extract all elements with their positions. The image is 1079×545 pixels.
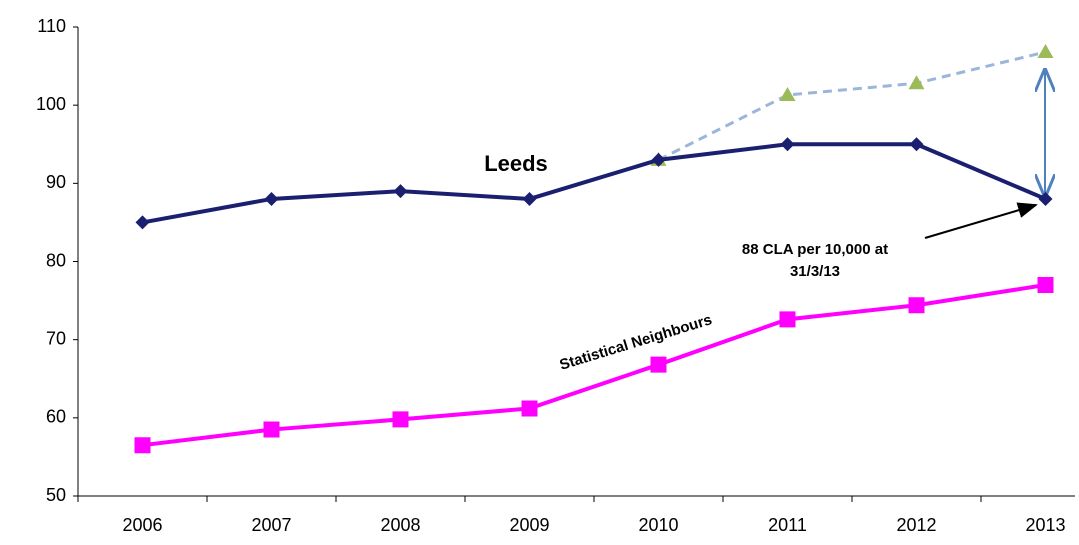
y-tick-label: 50 <box>46 485 66 505</box>
data-point <box>135 215 150 230</box>
data-point <box>779 311 796 328</box>
data-point <box>264 191 279 206</box>
annotation: 88 CLA per 10,000 at <box>742 241 888 258</box>
data-point <box>779 87 796 102</box>
y-tick-label: 80 <box>46 250 66 270</box>
data-point <box>908 75 925 90</box>
x-tick-label: 2006 <box>122 515 162 535</box>
x-tick-label: 2009 <box>509 515 549 535</box>
data-point <box>522 191 537 206</box>
annotation: 31/3/13 <box>790 263 840 280</box>
data-point <box>650 356 667 373</box>
series-label: Leeds <box>484 151 548 176</box>
data-point <box>1037 276 1054 293</box>
data-point <box>908 297 925 314</box>
x-tick-label: 2012 <box>896 515 936 535</box>
y-tick-label: 110 <box>37 16 66 36</box>
data-point <box>393 184 408 199</box>
data-point <box>780 137 795 152</box>
y-tick-label: 60 <box>46 407 66 427</box>
series-line <box>142 142 1047 225</box>
y-tick-label: 70 <box>46 328 66 348</box>
data-point <box>263 421 280 438</box>
annotation-arrow <box>924 202 1038 239</box>
series-label: Statistical Neighbours <box>558 311 714 374</box>
series-line <box>142 282 1046 448</box>
data-point <box>134 437 151 454</box>
x-tick-label: 2008 <box>380 515 420 535</box>
data-point <box>909 137 924 152</box>
x-tick-label: 2010 <box>638 515 678 535</box>
y-tick-label: 90 <box>46 172 66 192</box>
data-point <box>521 400 538 417</box>
y-tick-label: 100 <box>36 94 66 114</box>
data-point <box>392 411 409 428</box>
data-point <box>1038 191 1053 206</box>
x-tick-label: 2007 <box>251 515 291 535</box>
x-tick-label: 2013 <box>1025 515 1065 535</box>
data-point <box>651 152 666 167</box>
x-tick-label: 2011 <box>768 515 807 535</box>
data-point <box>1037 44 1054 59</box>
